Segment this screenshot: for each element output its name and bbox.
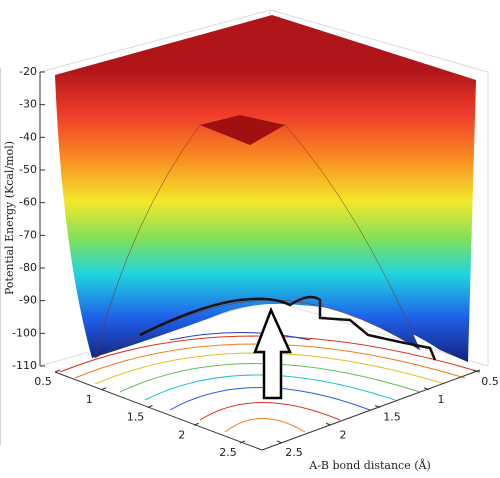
- y-axis: [261, 369, 481, 451]
- contours: [59, 332, 481, 433]
- y-tick: [325, 422, 332, 426]
- y-tick: [374, 405, 381, 408]
- y-axis-label: A-B bond distance (Å): [308, 458, 431, 472]
- y-tick-label: 2.5: [285, 446, 303, 459]
- z-tick-label: -50: [19, 163, 37, 176]
- x-tick-label: 2.5: [219, 446, 237, 459]
- trajectory: [139, 295, 437, 361]
- y-tick-label: 1: [438, 393, 445, 406]
- x-tick-label: 0.5: [34, 375, 52, 388]
- z-tick-label: -40: [19, 130, 37, 143]
- z-tick-label: -60: [19, 196, 37, 209]
- surface-ridge: [94, 124, 421, 359]
- x-tick: [101, 387, 107, 391]
- y-tick-label: 0.5: [481, 375, 499, 388]
- z-tick-label: -100: [12, 326, 37, 339]
- x-tick: [147, 405, 153, 408]
- x-tick-label: 1.5: [127, 411, 145, 424]
- z-tick-label: -70: [19, 228, 37, 241]
- y-tick: [423, 387, 430, 391]
- x-tick: [193, 422, 199, 426]
- z-tick-label: -90: [19, 294, 37, 307]
- x-tick: [239, 440, 246, 444]
- x-tick: [54, 369, 61, 373]
- z-tick-label: -20: [19, 65, 37, 78]
- surface-top: [200, 115, 285, 145]
- y-tick: [276, 440, 283, 444]
- x-axis: [54, 371, 263, 451]
- y-tick-label: 2: [340, 428, 347, 441]
- z-tick-label: -110: [12, 359, 37, 372]
- z-tick-label: -80: [19, 261, 37, 274]
- arrow: [253, 306, 292, 400]
- z-axis-label: Potential Energy (Kcal/mol): [3, 141, 16, 295]
- y-tick-label: 1.5: [383, 411, 401, 424]
- y-tick: [472, 369, 479, 373]
- z-tick-label: -30: [19, 98, 37, 111]
- x-tick-label: 1: [86, 393, 93, 406]
- x-tick-label: 2: [178, 428, 185, 441]
